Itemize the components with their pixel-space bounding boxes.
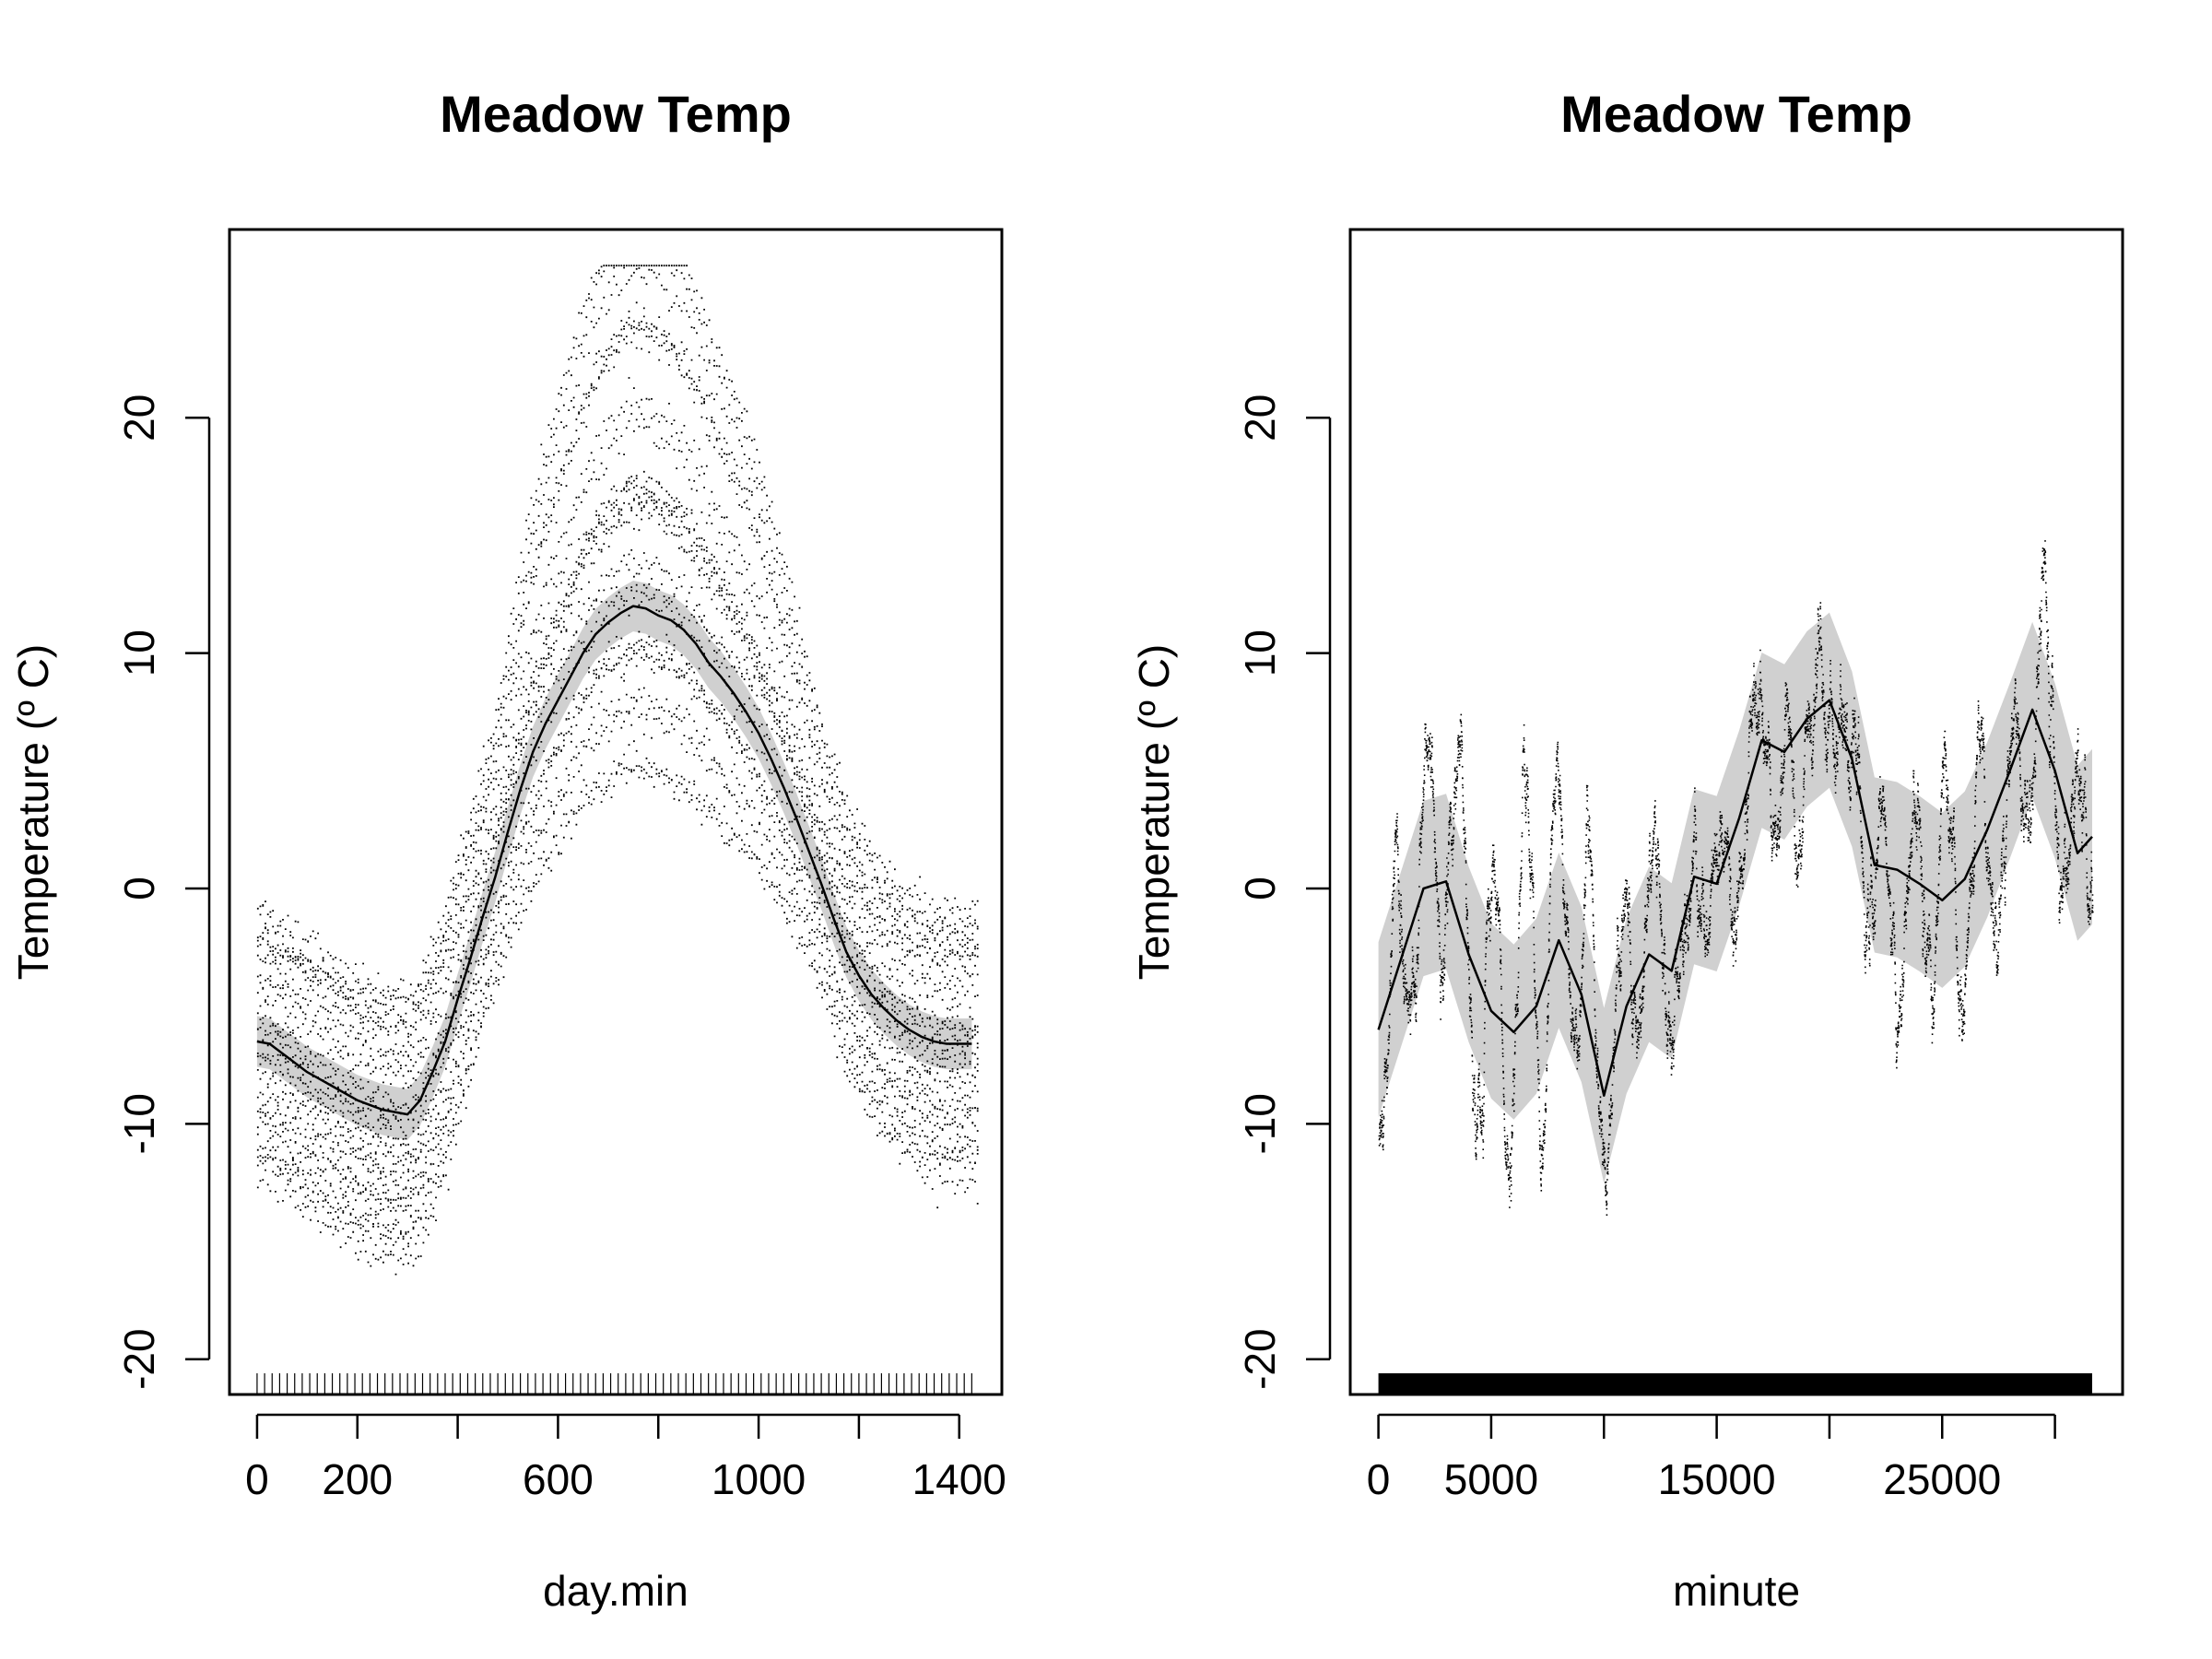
plot-frame <box>1348 228 2124 1396</box>
observation-points <box>1378 540 2094 1216</box>
y-axis: -20 -10 0 10 20 <box>115 394 211 1390</box>
observation-points <box>256 265 979 1276</box>
scatter-points <box>1378 540 2094 1216</box>
y-tick-label: 20 <box>1236 394 1284 441</box>
chart-title: Meadow Temp <box>1560 85 1912 143</box>
scatter-points <box>256 265 979 1276</box>
x-axis-label: minute <box>1673 1567 1800 1615</box>
x-axis: 0 5000 15000 25000 <box>1367 1413 2056 1503</box>
y-tick-label: 0 <box>115 877 163 900</box>
x-axis: 0 200 600 1000 1400 <box>245 1413 1006 1503</box>
confidence-band <box>1378 612 2092 1183</box>
smooth-fit-line <box>1377 699 2093 1097</box>
x-tick-label: 15000 <box>1658 1455 1776 1503</box>
y-tick-label: 20 <box>115 394 163 441</box>
plot-frame <box>228 228 1004 1396</box>
x-tick-label: 1000 <box>712 1455 806 1503</box>
y-tick-label: -10 <box>115 1093 163 1154</box>
y-tick-label: -20 <box>115 1328 163 1389</box>
panel-minute: Meadow Temp 0 5000 15000 25000 -20-1001020 … <box>1130 85 2124 1615</box>
smooth-fit-path <box>256 605 972 1116</box>
confidence-band-area <box>1378 612 2092 1183</box>
smooth-fit-line <box>256 605 972 1116</box>
y-tick-label: -20 <box>1236 1328 1284 1389</box>
x-tick-label: 0 <box>1367 1455 1391 1503</box>
y-tick-label: 0 <box>1236 877 1284 900</box>
x-axis-label: day.min <box>543 1567 688 1615</box>
panel-day-min: Meadow Temp 0 200 600 1000 1400 -20-1001020 … <box>9 85 1006 1615</box>
x-tick-label: 25000 <box>1883 1455 2001 1503</box>
rug-bar <box>1378 1373 2092 1394</box>
y-tick-label: 10 <box>115 629 163 677</box>
y-tick-label: 10 <box>1236 629 1284 677</box>
chart-title: Meadow Temp <box>440 85 792 143</box>
x-tick-label: 0 <box>245 1455 269 1503</box>
rug-marks <box>256 1373 972 1394</box>
y-tick-label: -10 <box>1236 1093 1284 1154</box>
x-tick-label: 1400 <box>912 1455 1006 1503</box>
rug-marks <box>1378 1373 2092 1394</box>
x-tick-label: 5000 <box>1444 1455 1538 1503</box>
y-axis-label: Temperature (º C) <box>9 644 57 980</box>
x-tick-label: 200 <box>322 1455 393 1503</box>
y-axis: -20 -10 0 10 20 <box>1236 394 1332 1390</box>
x-tick-label: 600 <box>523 1455 594 1503</box>
y-axis-label: Temperature (º C) <box>1130 644 1178 980</box>
smooth-fit-path <box>1377 699 2093 1097</box>
